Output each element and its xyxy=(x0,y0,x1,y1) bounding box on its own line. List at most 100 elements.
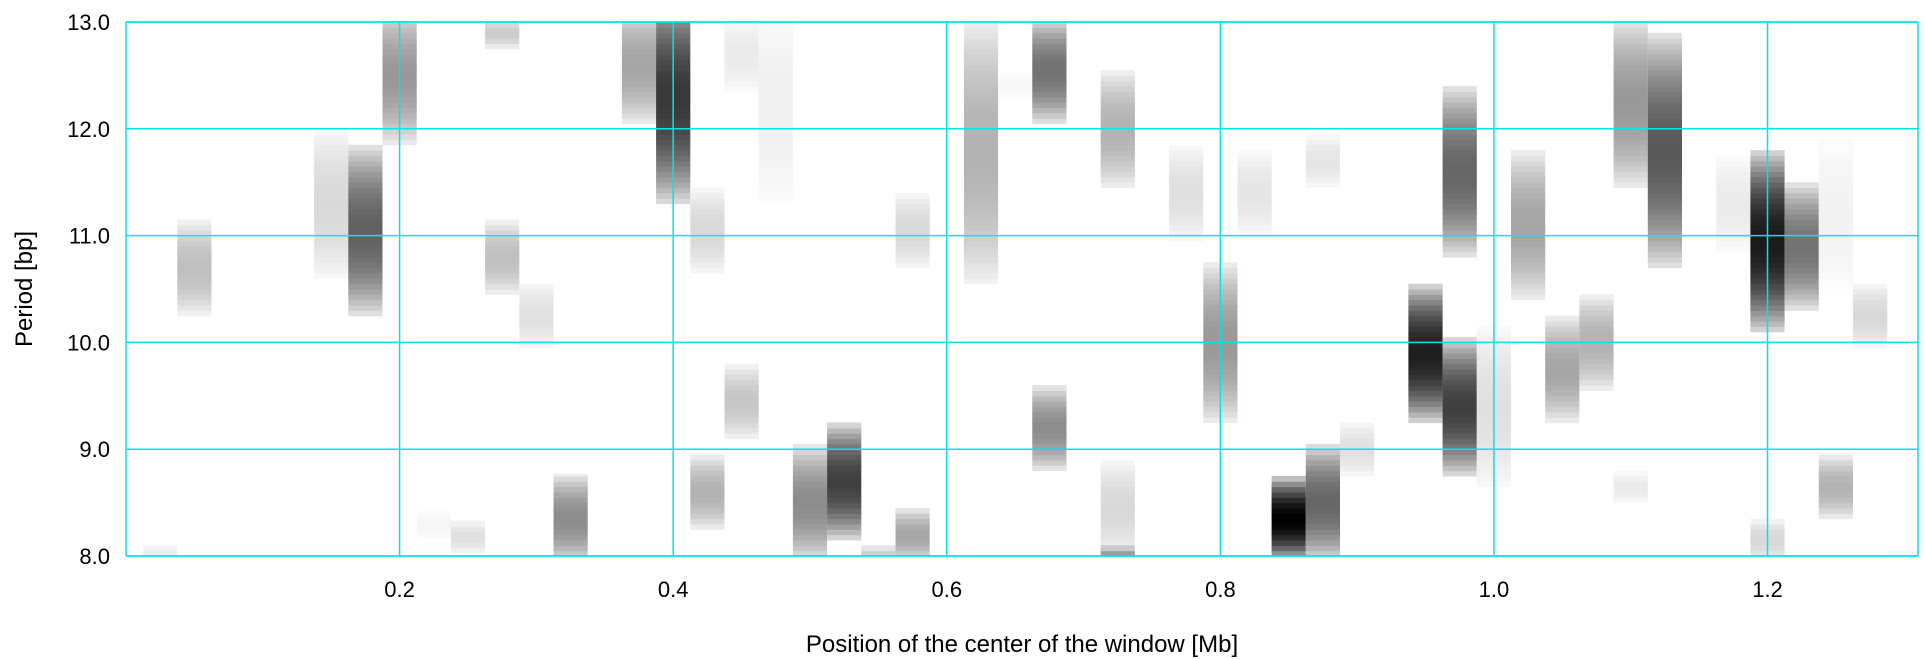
heatmap-cell xyxy=(1442,438,1477,445)
heatmap-cell xyxy=(1511,187,1546,194)
heatmap-cell xyxy=(724,86,759,92)
heatmap-cell xyxy=(758,107,793,114)
heatmap-cell xyxy=(1408,395,1443,402)
heatmap-cell xyxy=(314,171,349,178)
heatmap-cell xyxy=(177,273,212,279)
heatmap-cell xyxy=(1511,257,1546,263)
heatmap-cell xyxy=(1442,176,1477,183)
heatmap-cell xyxy=(1032,465,1067,472)
heatmap-cell xyxy=(1237,219,1272,226)
heatmap-cell xyxy=(1408,331,1443,338)
heatmap-cell xyxy=(963,182,999,189)
heatmap-cell xyxy=(1442,337,1477,343)
heatmap-cell xyxy=(1579,374,1614,381)
heatmap-cell xyxy=(1613,128,1648,135)
heatmap-cell xyxy=(1784,283,1819,290)
heatmap-cell xyxy=(1613,171,1648,178)
heatmap-cell xyxy=(485,32,520,39)
heatmap-cell xyxy=(1305,449,1340,456)
heatmap-cell xyxy=(485,283,520,290)
heatmap-cell xyxy=(1340,438,1375,445)
heatmap-cell xyxy=(348,182,383,189)
heatmap-cell xyxy=(724,59,759,66)
heatmap-cell xyxy=(861,545,896,552)
heatmap-cell xyxy=(621,112,657,119)
heatmap-cell xyxy=(827,454,862,461)
heatmap-cell xyxy=(724,417,759,424)
heatmap-cell xyxy=(724,27,759,34)
heatmap-cell xyxy=(519,305,554,311)
heatmap-cell xyxy=(177,240,212,247)
heatmap-cell xyxy=(1784,208,1819,215)
heatmap-cell xyxy=(1511,203,1546,210)
heatmap-cell xyxy=(553,497,588,504)
heatmap-cell xyxy=(1579,337,1614,343)
heatmap-cell xyxy=(177,305,212,311)
heatmap-cell xyxy=(348,160,383,167)
heatmap-cell xyxy=(1442,401,1477,407)
heatmap-cell xyxy=(1305,171,1340,178)
heatmap-cell xyxy=(143,545,178,552)
heatmap-cell xyxy=(348,278,383,285)
heatmap-cell xyxy=(1545,401,1580,407)
heatmap-cell xyxy=(177,235,212,242)
heatmap-cell xyxy=(1408,379,1443,386)
heatmap-cell xyxy=(963,118,999,124)
heatmap-cell xyxy=(553,502,588,509)
heatmap-cell xyxy=(1818,257,1853,263)
heatmap-cell xyxy=(963,203,999,210)
heatmap-cell xyxy=(348,262,383,269)
heatmap-cell xyxy=(1647,192,1682,199)
heatmap-cell xyxy=(1613,491,1648,498)
heatmap-cell xyxy=(1716,182,1751,189)
heatmap-cell xyxy=(314,176,349,183)
heatmap-cell xyxy=(1716,171,1751,178)
heatmap-cell xyxy=(1647,38,1682,44)
heatmap-cell xyxy=(895,230,930,237)
heatmap-cell xyxy=(1545,385,1580,391)
heatmap-cell xyxy=(1545,337,1580,343)
heatmap-cell xyxy=(1613,91,1648,98)
heatmap-cell xyxy=(1647,198,1682,205)
heatmap-cell xyxy=(1032,43,1067,50)
y-tick-label: 9.0 xyxy=(79,437,110,462)
heatmap-cell xyxy=(485,230,520,237)
heatmap-cell xyxy=(963,262,999,269)
y-tick-label: 12.0 xyxy=(67,117,110,142)
heatmap-cell xyxy=(1305,491,1340,498)
heatmap-cell xyxy=(1784,219,1819,226)
heatmap-cell xyxy=(758,27,793,34)
heatmap-cell xyxy=(1271,475,1306,482)
heatmap-cell xyxy=(1100,144,1135,151)
heatmap-cell xyxy=(1100,176,1135,183)
heatmap-cell xyxy=(621,22,657,28)
heatmap-cell xyxy=(1100,166,1135,173)
x-tick-label: 0.4 xyxy=(658,577,689,602)
heatmap-cell xyxy=(690,187,725,194)
heatmap-cell xyxy=(450,547,486,554)
heatmap-cell xyxy=(1716,219,1751,226)
heatmap-cell xyxy=(485,224,520,231)
heatmap-cell xyxy=(1818,176,1853,183)
x-axis-title: Position of the center of the window [Mb… xyxy=(806,631,1238,658)
heatmap-cell xyxy=(1340,433,1375,440)
heatmap-cell xyxy=(895,235,930,242)
heatmap-cell xyxy=(1271,502,1306,509)
heatmap-cell xyxy=(690,459,725,466)
heatmap-cell xyxy=(1442,369,1477,375)
heatmap-cell xyxy=(348,203,383,210)
heatmap-cell xyxy=(1442,203,1477,210)
heatmap-cell xyxy=(1613,27,1648,34)
heatmap-cell xyxy=(724,385,759,391)
heatmap-cell xyxy=(1853,289,1888,295)
heatmap-cell xyxy=(1032,107,1067,114)
heatmap-cell xyxy=(1305,182,1340,189)
heatmap-cell xyxy=(1442,465,1477,472)
heatmap-cell xyxy=(1545,406,1580,413)
heatmap-cell xyxy=(1305,166,1340,173)
heatmap-cell xyxy=(758,198,793,205)
heatmap-cell xyxy=(1408,401,1443,407)
heatmap-cell xyxy=(519,342,554,349)
heatmap-cell xyxy=(792,524,828,530)
heatmap-cell xyxy=(1647,102,1682,108)
